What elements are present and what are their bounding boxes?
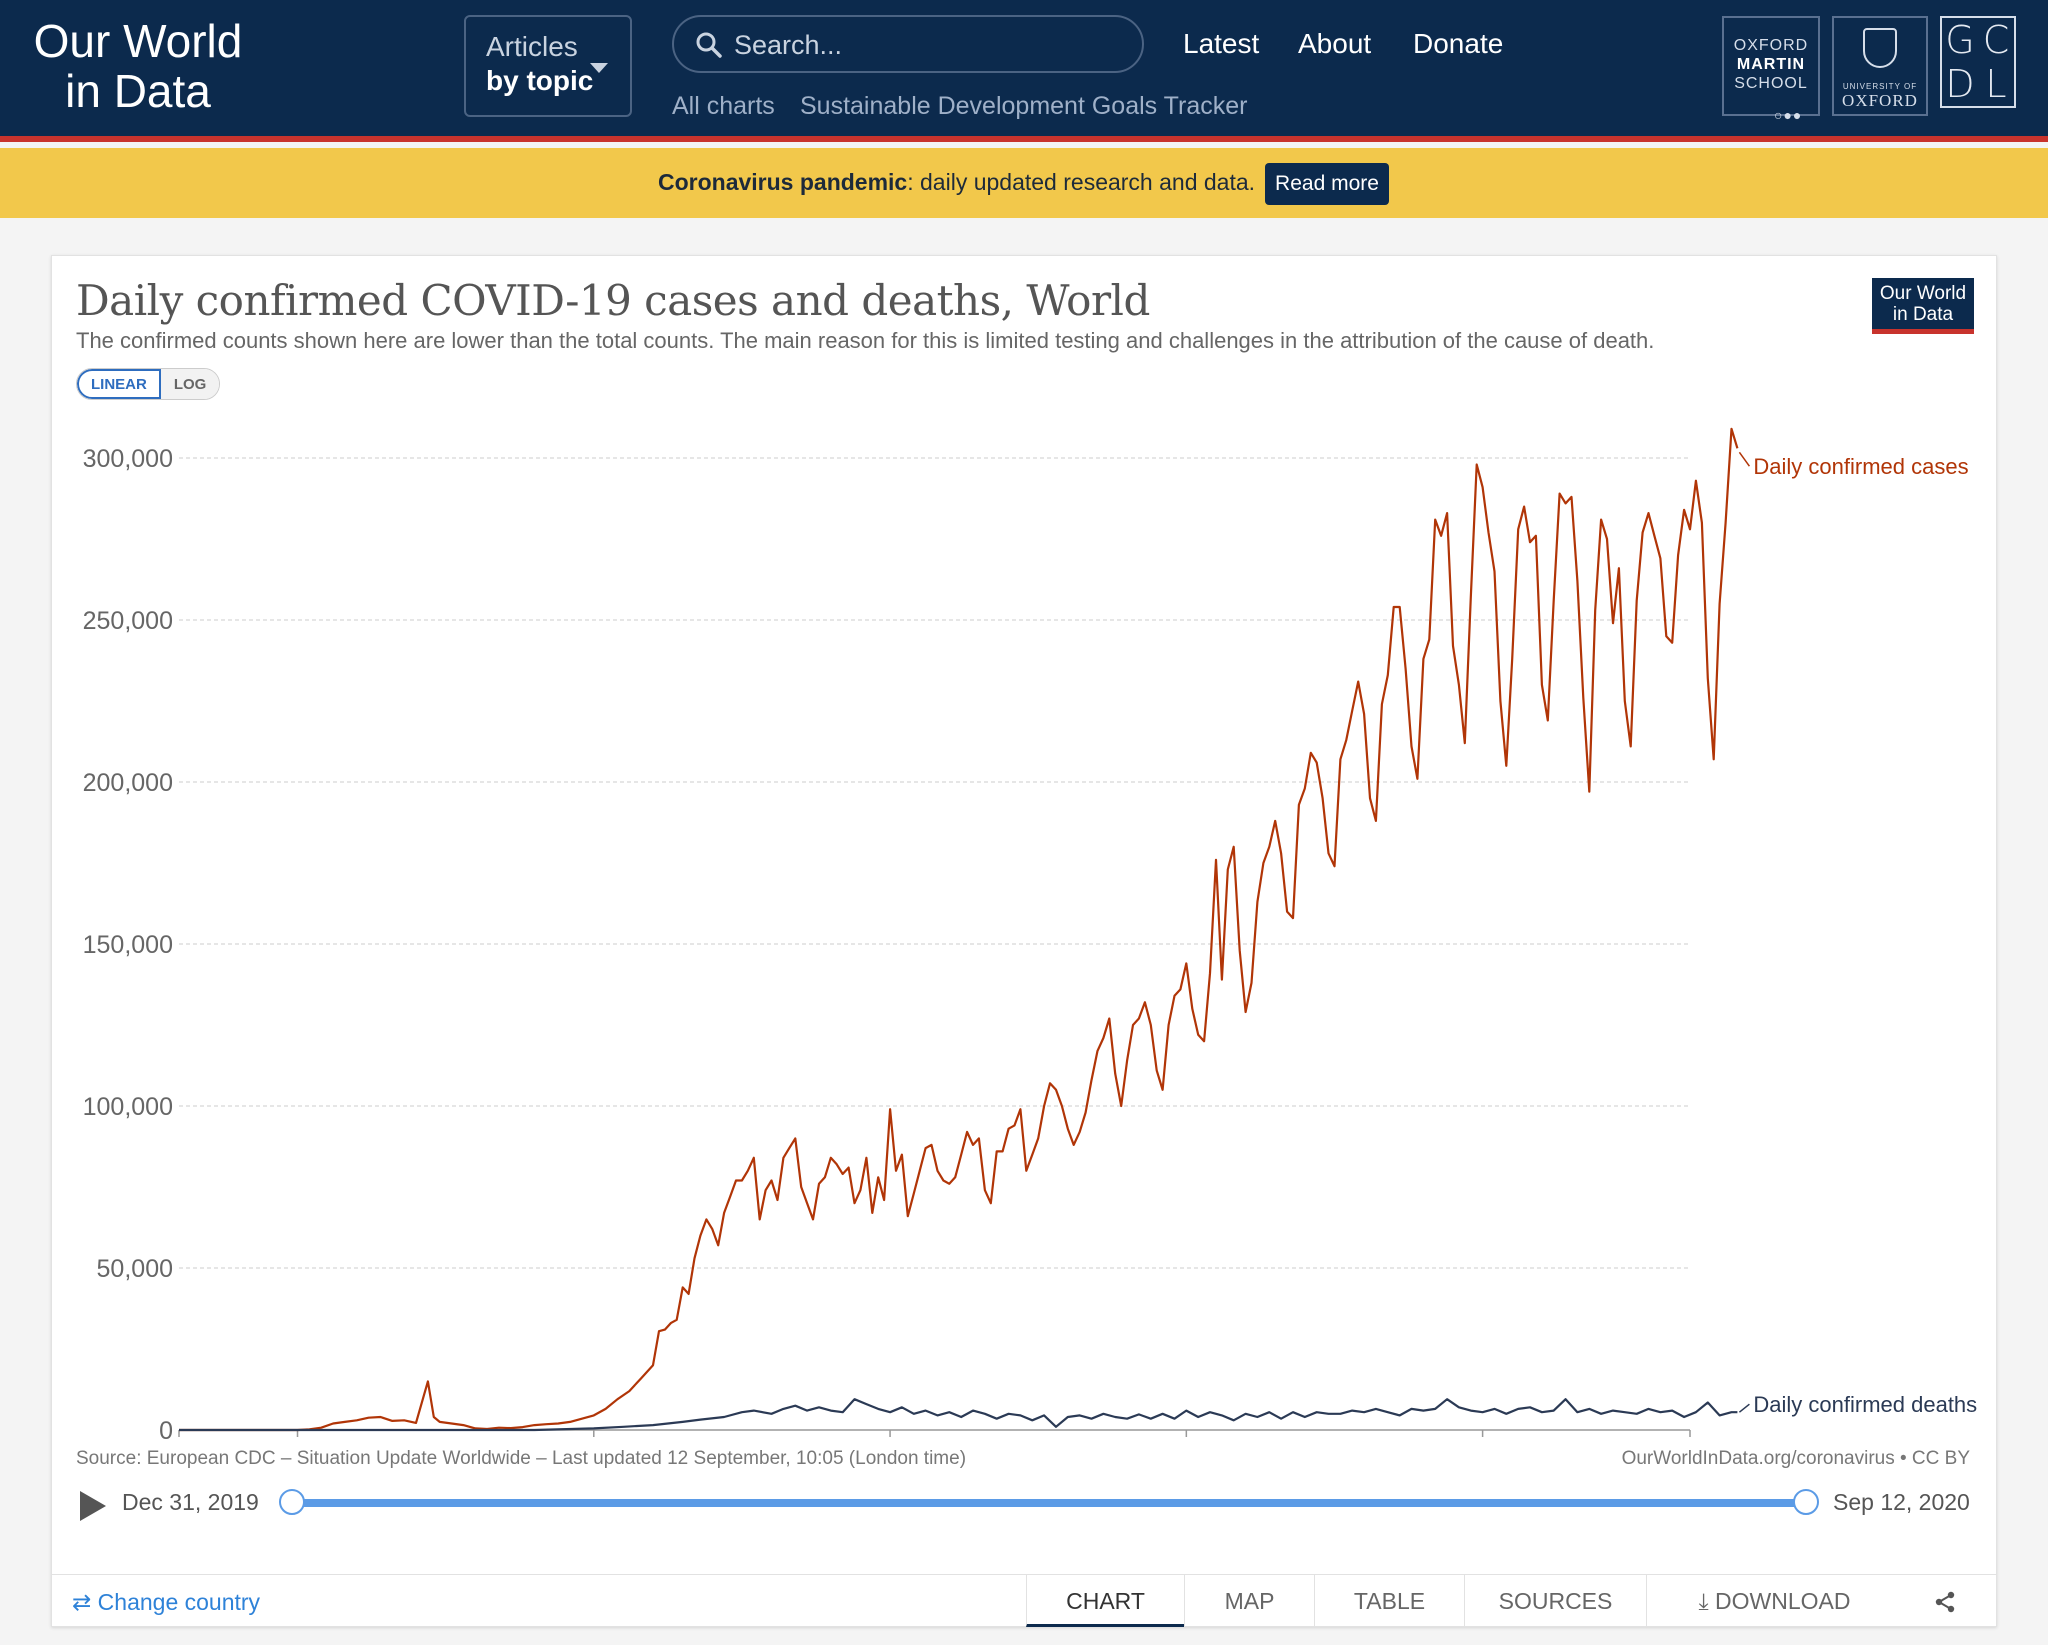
gcdl-logo[interactable]: G C D L <box>1940 16 2020 116</box>
tab-table[interactable]: TABLE <box>1314 1575 1464 1627</box>
scale-toggle: LINEAR LOG <box>76 368 221 400</box>
oxford-small-text: UNIVERSITY OF <box>1842 82 1918 91</box>
nav-about[interactable]: About <box>1298 28 1372 59</box>
nav-latest[interactable]: Latest <box>1183 28 1260 59</box>
x-tick-label: Apr 30 <box>853 1444 927 1446</box>
download-label: DOWNLOAD <box>1715 1588 1851 1614</box>
x-tick-label: Aug 8 <box>1450 1444 1515 1446</box>
y-tick-label: 100,000 <box>83 1093 173 1121</box>
caret-down-icon <box>590 63 608 73</box>
tab-download[interactable]: ⤓ DOWNLOAD <box>1646 1575 1902 1627</box>
chart-source: Source: European CDC – Situation Update … <box>76 1448 967 1469</box>
site-header: Our World in Data Articles by topic Late… <box>0 0 2048 142</box>
oms-line-2: MARTIN <box>1736 56 1806 73</box>
gcdl-letter: L <box>1985 62 2007 106</box>
gcdl-letter: C <box>1982 18 2010 62</box>
y-tick-label: 50,000 <box>97 1255 173 1283</box>
play-icon[interactable] <box>80 1491 106 1521</box>
oxford-martin-school-logo[interactable]: OXFORD MARTIN SCHOOL ○●● <box>1722 16 1820 123</box>
x-tick-label: Jan 1, 2020 <box>119 1444 250 1446</box>
articles-by-topic-button[interactable]: Articles by topic <box>464 15 632 117</box>
chart-title: Daily confirmed COVID-19 cases and death… <box>76 276 1150 325</box>
swap-arrows-icon: ⇄ <box>72 1589 92 1615</box>
oxford-crest-icon <box>1863 28 1897 68</box>
series-label-connector <box>1738 1403 1750 1413</box>
x-tick-label: Jun 19 <box>1149 1444 1224 1446</box>
y-tick-label: 0 <box>159 1417 173 1445</box>
oms-line-1: OXFORD <box>1733 37 1809 54</box>
nav-donate[interactable]: Donate <box>1413 28 1504 59</box>
chart-license[interactable]: OurWorldInData.org/coronavirus • CC BY <box>1621 1448 1970 1469</box>
banner-bold: Coronavirus pandemic <box>658 169 908 195</box>
badge-line-2: in Data <box>1892 304 1954 325</box>
logo-line-2: in Data <box>65 65 211 117</box>
search-icon <box>696 32 722 58</box>
coronavirus-banner: Coronavirus pandemic: daily updated rese… <box>0 148 2048 218</box>
topics-label-2: by topic <box>486 65 594 96</box>
oms-dots-icon: ○●● <box>1774 107 1803 123</box>
y-tick-label: 250,000 <box>83 607 173 635</box>
x-tick-label: Mar 11 <box>556 1444 632 1446</box>
x-tick-label: Jan 21 <box>260 1444 335 1446</box>
timeline: Dec 31, 2019 Sep 12, 2020 <box>76 1481 1976 1525</box>
banner-message: : daily updated research and data. <box>907 169 1256 195</box>
scale-linear-button[interactable]: LINEAR <box>77 369 161 399</box>
read-more-button[interactable]: Read more <box>1265 163 1389 205</box>
y-tick-label: 200,000 <box>83 769 173 797</box>
share-icon[interactable] <box>1934 1591 1956 1613</box>
series-label-connector <box>1738 451 1751 467</box>
badge-line-1: Our World <box>1879 283 1967 304</box>
scale-log-button[interactable]: LOG <box>160 369 220 399</box>
timeline-end-handle[interactable] <box>1793 1489 1819 1515</box>
change-country-label: Change country <box>97 1589 261 1615</box>
oxford-name: OXFORD <box>1842 91 1918 110</box>
tab-map[interactable]: MAP <box>1184 1575 1314 1627</box>
series-line-deaths <box>179 1398 1738 1432</box>
university-of-oxford-logo[interactable]: UNIVERSITY OF OXFORD <box>1832 16 1928 116</box>
control-bar: ⇄ Change country CHART MAP TABLE SOURCES… <box>52 1574 1996 1627</box>
y-tick-label: 150,000 <box>83 931 173 959</box>
change-country-button[interactable]: ⇄ Change country <box>72 1589 260 1616</box>
series-label: Daily confirmed deaths <box>1753 1392 1977 1417</box>
search-input[interactable] <box>734 25 1124 65</box>
series-line-cases <box>179 427 1739 1432</box>
logo-line-1: Our World <box>33 15 243 67</box>
tab-chart[interactable]: CHART <box>1026 1575 1184 1627</box>
y-tick-label: 300,000 <box>83 445 173 473</box>
timeline-start-handle[interactable] <box>279 1489 305 1515</box>
series-label: Daily confirmed cases <box>1753 454 1968 479</box>
banner-text: Coronavirus pandemic: daily updated rese… <box>658 169 1255 196</box>
oms-line-3: SCHOOL <box>1734 75 1808 92</box>
chart-card: Daily confirmed COVID-19 cases and death… <box>51 255 1997 1627</box>
timeline-end-date: Sep 12, 2020 <box>1833 1489 1970 1515</box>
gcdl-letter: D <box>1945 62 1975 106</box>
chart-subtitle: The confirmed counts shown here are lowe… <box>76 328 1655 353</box>
timeline-start-date: Dec 31, 2019 <box>122 1489 259 1515</box>
nav-all-charts[interactable]: All charts <box>672 92 775 120</box>
search-box <box>672 15 1144 73</box>
nav-sdg-tracker[interactable]: Sustainable Development Goals Tracker <box>800 92 1248 120</box>
topics-label-1: Articles <box>486 31 578 62</box>
tab-sources[interactable]: SOURCES <box>1464 1575 1646 1627</box>
x-tick-label: Sep 12, 2020 <box>1640 1444 1789 1446</box>
gcdl-letter: G <box>1945 18 1975 62</box>
owid-logo[interactable]: Our World in Data <box>28 16 248 116</box>
owid-badge-logo[interactable]: Our World in Data <box>1872 278 1974 334</box>
chart-plot: 0 50,000 100,000 150,000 200,000 250,000 300,0… <box>83 427 1977 1446</box>
timeline-track[interactable] <box>291 1499 1805 1507</box>
download-icon: ⤓ <box>1698 1588 1709 1614</box>
